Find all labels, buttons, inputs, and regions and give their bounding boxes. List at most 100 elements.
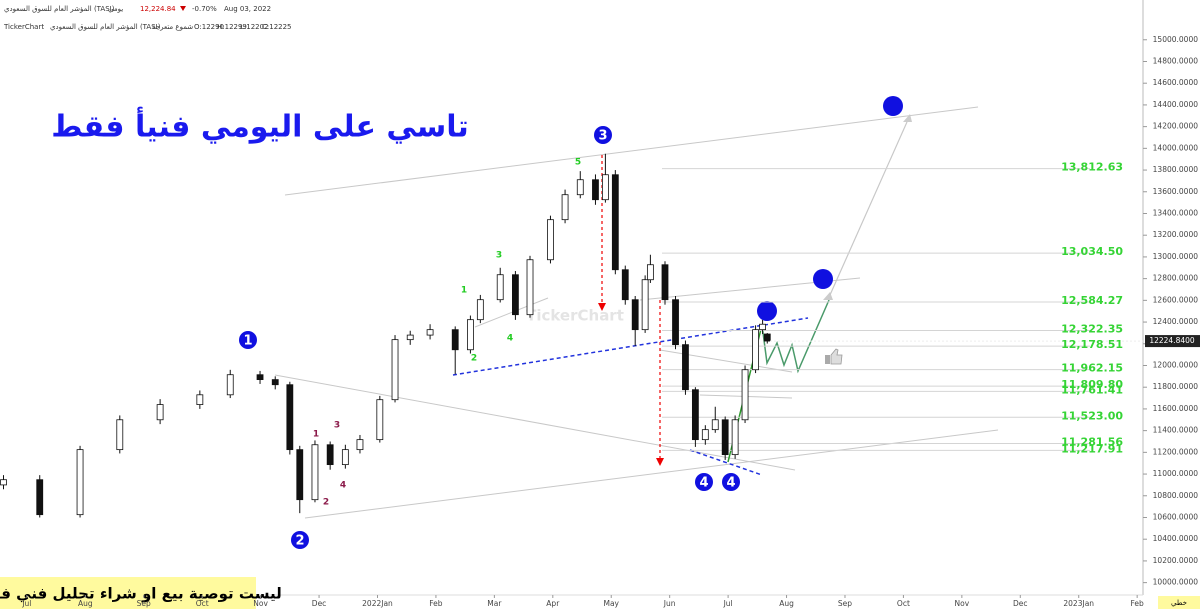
candle-body <box>592 179 599 201</box>
candle-body <box>576 179 584 196</box>
y-tick-label: 10600.0000 <box>1153 512 1199 521</box>
x-tick-label: Jul <box>723 599 733 608</box>
minor-wave-label: 3 <box>334 421 340 431</box>
trendline <box>284 106 979 196</box>
x-tick-label: Oct <box>897 599 910 608</box>
x-tick-label: Nov <box>955 599 970 608</box>
mode-box <box>1158 596 1200 609</box>
wave-label: 1 <box>243 334 252 349</box>
minor-wave-label: 5 <box>575 158 581 168</box>
candle-body <box>741 369 749 421</box>
candle-body <box>711 419 719 431</box>
minor-wave-label: 1 <box>461 286 467 296</box>
index-name: المؤشر العام للسوق السعودي (TASI) <box>4 5 115 13</box>
y-tick-label: 14800.0000 <box>1153 56 1199 65</box>
last-price-label: 12224.8400 <box>1149 336 1195 345</box>
candle-body <box>256 374 264 381</box>
y-tick-label: 12400.0000 <box>1153 317 1199 326</box>
candle-body <box>356 439 364 451</box>
candle-body <box>621 269 629 301</box>
candle-body <box>76 449 84 516</box>
y-tick-label: 14200.0000 <box>1153 122 1199 131</box>
y-tick-label: 15000.0000 <box>1153 35 1199 44</box>
candle-body <box>406 334 414 341</box>
wave-label: 2 <box>295 534 304 549</box>
target-circle <box>883 96 903 116</box>
y-tick-label: 10800.0000 <box>1153 491 1199 500</box>
candle-body <box>341 449 349 466</box>
last-value: 12,224.84 <box>140 5 176 13</box>
y-tick-label: 10000.0000 <box>1153 578 1199 587</box>
support-line <box>689 449 763 476</box>
candle-body <box>561 194 569 221</box>
level-label: 12,584.27 <box>1061 294 1123 307</box>
index-name-2: المؤشر العام للسوق السعودي (TASI) <box>50 23 161 31</box>
candle-body <box>296 449 304 501</box>
trendline <box>304 429 999 519</box>
level-label: 11,217.91 <box>1061 442 1123 455</box>
candle-body <box>451 329 459 351</box>
candle-body <box>547 219 554 261</box>
candle-body <box>496 274 504 301</box>
y-tick-label: 12800.0000 <box>1153 274 1199 283</box>
arrow-head <box>598 303 606 311</box>
x-tick-label: Jun <box>663 599 676 608</box>
x-tick-label: 2023Jan <box>1063 599 1094 608</box>
candle-body <box>526 259 534 316</box>
plot <box>0 153 1143 518</box>
candle-body <box>476 299 484 321</box>
x-tick-label: Feb <box>429 599 443 608</box>
candle-body <box>759 323 766 331</box>
level-label: 11,761.41 <box>1061 383 1123 396</box>
level-label: 13,812.63 <box>1061 161 1123 174</box>
candle-body <box>467 319 474 351</box>
x-tick-label: Feb <box>1131 599 1145 608</box>
x-tick-label: 2022Jan <box>362 599 393 608</box>
x-tick-label: Sep <box>137 599 151 608</box>
candle-body <box>752 329 759 371</box>
candle-body <box>661 264 669 301</box>
wave-circle <box>594 126 612 144</box>
disclaimer-box <box>0 577 256 609</box>
y-tick-label: 11200.0000 <box>1153 447 1199 456</box>
candle-body <box>631 299 639 331</box>
watermark: TickerChart <box>526 307 624 325</box>
neckline <box>452 317 809 376</box>
wave-circle <box>291 531 309 549</box>
candle-body <box>391 339 399 401</box>
minor-wave-label: 2 <box>471 354 477 364</box>
x-tick-label: Dec <box>312 599 327 608</box>
candle-body <box>156 404 164 421</box>
disclaimer: ليست توصية بيع او شراء تحليل فني فقط <box>0 585 282 603</box>
arrow-head <box>903 114 912 122</box>
level-label: 11,523.00 <box>1061 409 1123 422</box>
y-tick-label: 13600.0000 <box>1153 187 1199 196</box>
y-tick-label: 14600.0000 <box>1153 78 1199 87</box>
y-tick-label: 10200.0000 <box>1153 556 1199 565</box>
candle-body <box>116 419 124 451</box>
candle-body <box>286 384 294 451</box>
wave-labels: 1 2 3 4 4 1 2 3 4 5 1 2 3 4 <box>239 126 740 549</box>
trendline <box>474 297 549 328</box>
candle-body <box>611 174 619 271</box>
high: H:12299 <box>217 23 247 31</box>
y-tick-label: 14000.0000 <box>1153 143 1199 152</box>
projection-path <box>761 299 830 374</box>
trendline <box>274 374 796 471</box>
close: C:12225 <box>262 23 292 31</box>
y-tick-label: 11400.0000 <box>1153 426 1199 435</box>
x-tick-label: Oct <box>196 599 209 608</box>
wave-circle <box>722 473 740 491</box>
candle-body <box>326 444 334 466</box>
target-circle <box>813 269 833 289</box>
x-tick-label: Jul <box>21 599 31 608</box>
candle-body <box>721 419 729 456</box>
x-tick-label: Dec <box>1013 599 1028 608</box>
mode-label[interactable]: خطي <box>1171 599 1187 607</box>
level-label: 12,178.51 <box>1061 338 1123 351</box>
candle-body <box>226 374 234 396</box>
candle-body <box>512 274 519 316</box>
y-tick-label: 12600.0000 <box>1153 295 1199 304</box>
y-tick-label: 11600.0000 <box>1153 404 1199 413</box>
